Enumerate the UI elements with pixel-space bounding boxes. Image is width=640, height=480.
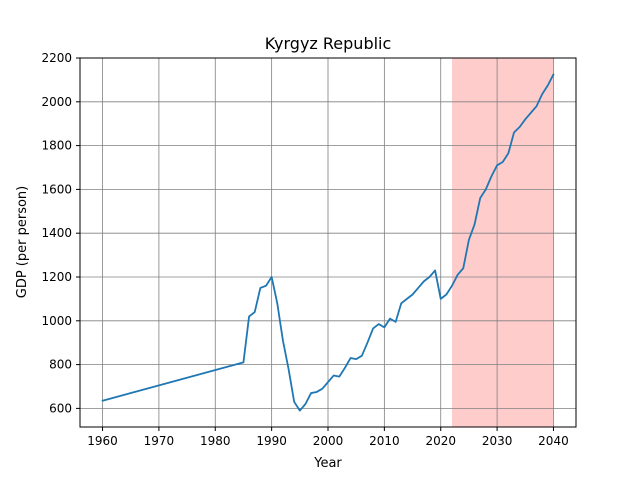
forecast-band xyxy=(452,58,554,427)
series-line-1 xyxy=(101,73,555,412)
y-axis-label: GDP (per person) xyxy=(15,186,30,299)
y-tick-label: 600 xyxy=(49,401,72,415)
series-layer xyxy=(101,73,555,412)
y-tick-label: 1000 xyxy=(41,314,72,328)
x-axis-label: Year xyxy=(313,456,342,471)
y-axis-ticks: 600 800 1000 1200 1400 1600 1800 2000 2200 xyxy=(41,51,80,415)
y-tick-label: 2200 xyxy=(41,51,72,65)
y-tick-label: 1800 xyxy=(41,139,72,153)
y-tick-label: 2000 xyxy=(41,95,72,109)
x-tick-label: 2000 xyxy=(313,434,344,448)
y-tick-label: 800 xyxy=(49,358,72,372)
y-tick-label: 1600 xyxy=(41,182,72,196)
y-tick-label: 1200 xyxy=(41,270,72,284)
grid xyxy=(80,57,576,427)
x-tick-label: 2010 xyxy=(369,434,400,448)
x-tick-label: 1980 xyxy=(200,434,231,448)
x-tick-label: 2020 xyxy=(425,434,456,448)
chart-title: Kyrgyz Republic xyxy=(265,34,392,53)
x-tick-label: 2040 xyxy=(538,434,569,448)
y-tick-label: 1400 xyxy=(41,226,72,240)
forecast-region xyxy=(452,58,554,427)
x-axis-ticks: 1960 1970 1980 1990 2000 2010 2020 2030 2040 xyxy=(87,427,569,448)
x-tick-label: 1970 xyxy=(144,434,175,448)
x-tick-label: 2030 xyxy=(482,434,513,448)
x-tick-label: 1960 xyxy=(87,434,118,448)
x-tick-label: 1990 xyxy=(256,434,287,448)
